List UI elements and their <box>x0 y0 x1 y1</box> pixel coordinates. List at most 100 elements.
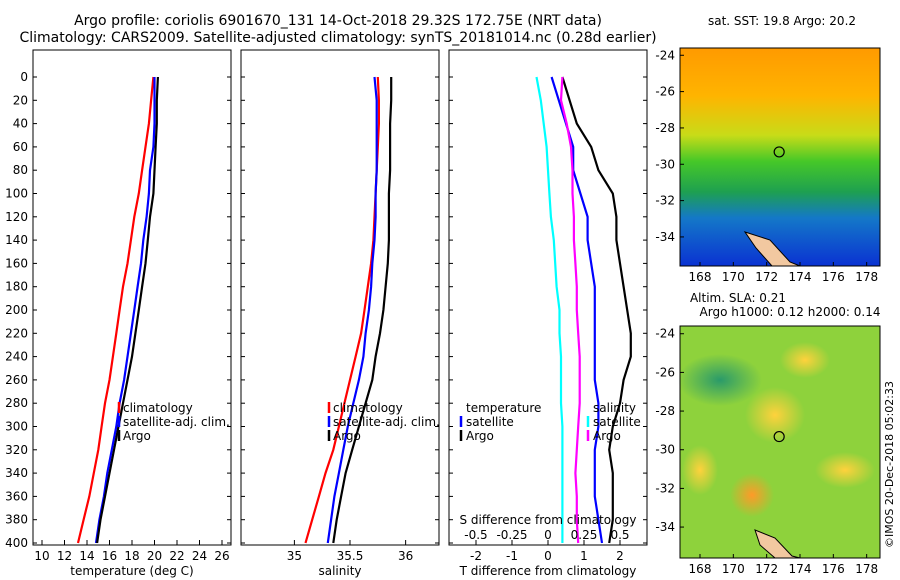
difference-series-s-satellite <box>535 76 564 543</box>
depth-tick-label: 360 <box>5 489 28 503</box>
difference-legend-label: Argo <box>593 429 621 443</box>
temperature-xtick-label: 22 <box>169 549 184 563</box>
difference-xtick-label: 0 <box>544 549 552 563</box>
sla-map-ytick-label: -32 <box>655 481 675 495</box>
sst-map-ytick-label: -28 <box>655 121 675 135</box>
depth-tick-label: 140 <box>5 233 28 247</box>
sst-map-title: sat. SST: 19.8 Argo: 20.2 <box>708 14 856 28</box>
sla-map-title-1: Altim. SLA: 0.21 <box>690 291 786 305</box>
depth-tick-label: 80 <box>13 163 28 177</box>
sla-map-peak-anomaly <box>730 473 774 517</box>
salinity-legend-label: satellite-adj. clim. <box>333 415 440 429</box>
title-line-1: Argo profile: coriolis 6901670_131 14-Oc… <box>74 13 602 29</box>
difference-xtick-label: 1 <box>580 549 588 563</box>
difference-secondary-tick-label: -0.25 <box>496 528 527 542</box>
sla-map-ytick-label: -28 <box>655 404 675 418</box>
difference-legend-sal-heading: salinity <box>593 401 636 415</box>
salinity-xtick-label: 35.5 <box>337 549 364 563</box>
depth-tick-label: 60 <box>13 140 28 154</box>
depth-tick-label: 300 <box>5 420 28 434</box>
difference-xtick-label: -1 <box>506 549 518 563</box>
difference-secondary-tick-label: 0 <box>544 528 552 542</box>
salinity-series-satellite-adj-clim- <box>326 76 378 544</box>
sst-map-ytick-label: -32 <box>655 194 675 208</box>
sst-map-ytick-label: -34 <box>655 230 675 244</box>
salinity-panel: 35 35.5 36 salinity climatologysatellite-adj… <box>240 49 440 578</box>
temperature-panel: 10 12 14 16 18 20 22 24 26 temperature (deg C) cli… <box>32 49 232 578</box>
difference-legend-label: satellite <box>593 415 641 429</box>
sla-map-argo-marker <box>773 430 785 443</box>
temperature-xtick-label: 24 <box>192 549 207 563</box>
sla-map-xtick-label: 172 <box>755 562 778 576</box>
temperature-xtick-label: 14 <box>79 549 94 563</box>
difference-xtick-label: -2 <box>470 549 482 563</box>
difference-series-t-argo <box>561 76 632 544</box>
depth-tick-label: 180 <box>5 280 28 294</box>
salinity-xlabel: salinity <box>318 564 361 578</box>
sla-map-xtick-label: 170 <box>722 562 745 576</box>
sla-map-xtick-label: 168 <box>689 562 712 576</box>
depth-tick-label: 400 <box>5 536 28 550</box>
temperature-series-satellite-adj-clim- <box>94 77 156 544</box>
sla-map: 168 170 172 174 176 178 -24 -26 -28 -30 -32 -34 Alti… <box>655 291 881 576</box>
depth-tick-label: 100 <box>5 187 28 201</box>
sla-map-ytick-label: -26 <box>655 365 675 379</box>
temperature-xtick-label: 18 <box>124 549 139 563</box>
difference-legend-temp-heading: temperature <box>466 401 541 415</box>
sst-map-xtick-label: 178 <box>855 270 878 284</box>
sla-map-low-anomaly <box>678 354 762 406</box>
difference-secondary-tick-label: 0.25 <box>571 528 598 542</box>
temperature-legend-label: Argo <box>123 429 151 443</box>
difference-secondary-tick-label: -0.5 <box>464 528 487 542</box>
difference-secondary-tick-label: 0.5 <box>610 528 629 542</box>
sla-map-xtick-label: 176 <box>822 562 845 576</box>
depth-tick-label: 0 <box>20 70 28 84</box>
watermark: ©IMOS 20-Dec-2018 05:02:33 <box>883 381 896 548</box>
difference-xtick-label: 2 <box>616 549 624 563</box>
temperature-xlabel: temperature (deg C) <box>70 564 193 578</box>
difference-secondary-axis-label: S difference from climatology <box>460 513 637 527</box>
depth-tick-label: 120 <box>5 210 28 224</box>
difference-xlabel: T difference from climatology <box>459 564 637 578</box>
depth-tick-label: 40 <box>13 117 28 131</box>
temperature-xtick-label: 26 <box>214 549 229 563</box>
temperature-legend-label: satellite-adj. clim. <box>123 415 230 429</box>
sst-map-frame <box>679 47 881 267</box>
sst-map-xtick-label: 170 <box>722 270 745 284</box>
depth-axis: 0 20 40 60 80 100 120 140 160 180 200 220 240 260 280 3… <box>5 70 28 550</box>
salinity-legend-label: climatology <box>333 401 403 415</box>
sla-map-high-anomaly <box>682 445 718 495</box>
salinity-series-argo <box>332 77 393 544</box>
salinity-plot-frame <box>240 49 440 546</box>
sla-map-xtick-label: 178 <box>855 562 878 576</box>
sla-map-high-anomaly <box>815 452 875 488</box>
depth-tick-label: 240 <box>5 350 28 364</box>
depth-tick-label: 340 <box>5 466 28 480</box>
difference-legend-label: Argo <box>466 429 494 443</box>
sla-map-high-anomaly <box>745 387 805 443</box>
temperature-xtick-label: 10 <box>34 549 49 563</box>
temperature-legend-label: climatology <box>123 401 193 415</box>
difference-legend-label: satellite <box>466 415 514 429</box>
sla-map-ytick-label: -30 <box>655 443 675 457</box>
sst-map-ytick-label: -30 <box>655 157 675 171</box>
sla-map-ytick-label: -24 <box>655 327 675 341</box>
salinity-legend-label: Argo <box>333 429 361 443</box>
depth-tick-label: 20 <box>13 93 28 107</box>
sla-map-xtick-label: 174 <box>789 562 812 576</box>
sst-map-xtick-label: 176 <box>822 270 845 284</box>
depth-tick-label: 160 <box>5 256 28 270</box>
sst-map-ytick-label: -24 <box>655 48 675 62</box>
sst-map-xtick-label: 174 <box>789 270 812 284</box>
sst-map-xtick-label: 168 <box>689 270 712 284</box>
depth-tick-label: 200 <box>5 303 28 317</box>
salinity-xtick-label: 35 <box>287 549 302 563</box>
sst-map: 168 170 172 174 176 178 -24 -26 -28 -30 -32 -34 sat.… <box>655 14 881 284</box>
sst-map-argo-marker <box>773 146 785 158</box>
temperature-series-argo <box>96 76 159 544</box>
depth-tick-label: 380 <box>5 513 28 527</box>
depth-tick-label: 280 <box>5 396 28 410</box>
temperature-series-climatology <box>76 76 155 544</box>
temperature-xtick-label: 12 <box>57 549 72 563</box>
